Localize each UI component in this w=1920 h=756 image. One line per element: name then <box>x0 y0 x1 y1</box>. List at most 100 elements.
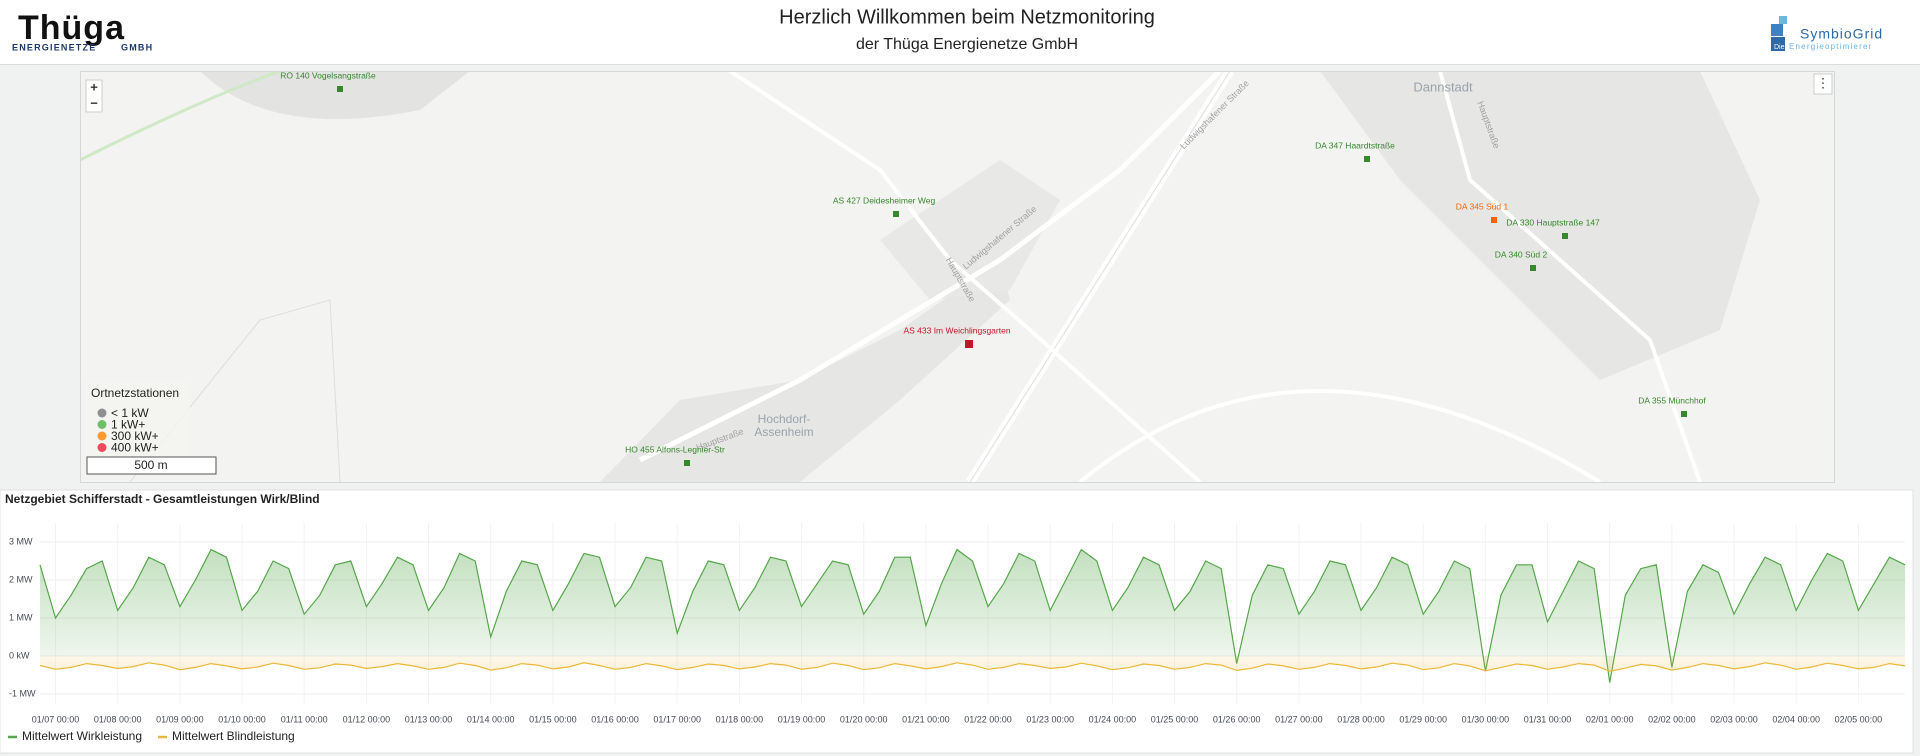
page-subtitle: der Thüga Energienetze GmbH <box>856 36 1078 53</box>
logo-left: Thüga <box>18 9 125 47</box>
place-label: Dannstadt <box>1413 79 1473 94</box>
x-tick-label: 01/13 00:00 <box>405 714 453 724</box>
x-tick-label: 01/27 00:00 <box>1275 714 1323 724</box>
zoom-control <box>85 79 103 113</box>
x-tick-label: 01/19 00:00 <box>778 714 826 724</box>
x-tick-label: 01/14 00:00 <box>467 714 515 724</box>
station-label: RÖ 140 Vogelsangstraße <box>280 70 376 80</box>
place-label: Assenheim <box>754 425 813 439</box>
map[interactable]: Ludwigshafener Straße Ludwigshafener Str… <box>80 70 1834 482</box>
legend-swatch <box>97 408 107 418</box>
x-tick-label: 01/17 00:00 <box>653 714 701 724</box>
town-area <box>880 160 1060 300</box>
x-tick-label: 01/23 00:00 <box>1026 714 1074 724</box>
x-tick-label: 01/11 00:00 <box>281 714 328 724</box>
x-tick-label: 01/29 00:00 <box>1399 714 1447 724</box>
field-border <box>129 299 341 482</box>
x-tick-label: 01/22 00:00 <box>964 714 1012 724</box>
x-tick-label: 01/21 00:00 <box>902 714 950 724</box>
map-border <box>80 71 1835 483</box>
x-tick-label: 01/12 00:00 <box>343 714 391 724</box>
map-menu-box <box>1813 73 1833 95</box>
station-label: DA 340 Süd 2 <box>1495 249 1548 259</box>
town-area <box>1320 71 1760 380</box>
x-tick-label: 01/31 00:00 <box>1524 714 1572 724</box>
stations: RÖ 140 Vogelsangstraße AS 427 Deidesheime… <box>280 70 1706 466</box>
logo-right-sub: Die <box>1774 44 1785 51</box>
x-tick-label: 01/07 00:00 <box>32 714 80 724</box>
road <box>728 71 1202 482</box>
legend-label: 400 kW+ <box>111 441 159 455</box>
legend-swatch <box>97 431 107 441</box>
y-tick-label: 2 MW <box>9 574 33 584</box>
station-label: DA 347 Haardtstraße <box>1315 140 1395 150</box>
x-tick-label: 01/28 00:00 <box>1337 714 1385 724</box>
river <box>80 71 281 162</box>
legend-swatch <box>97 420 107 429</box>
station-marker <box>1530 265 1536 271</box>
station-marker <box>1491 217 1497 223</box>
legend-label: < 1 kW <box>111 406 149 420</box>
series-line <box>39 548 1906 683</box>
chart: -1 MW 0 kW 1 MW 2 MW 3 MW 01/07 00:00 01/08 00… <box>8 523 1906 743</box>
station-marker <box>337 86 343 92</box>
logo-right-sub: Energieoptimierer <box>1789 42 1873 51</box>
road <box>1078 389 1602 482</box>
zoom-in[interactable]: + <box>90 79 98 94</box>
station-label: AS 427 Deidesheimer Weg <box>833 195 936 205</box>
map-legend-title: Ortnetzstationen <box>91 386 179 400</box>
legend-swatch <box>97 443 107 452</box>
scale-bar <box>86 456 217 475</box>
x-tick-label: 02/02 00:00 <box>1648 714 1696 724</box>
station-marker <box>893 211 899 217</box>
map-menu[interactable]: ⋮ <box>1817 75 1830 90</box>
y-tick-label: 3 MW <box>9 536 33 546</box>
station-label: AS 433 Im Weichlingsgarten <box>903 325 1010 335</box>
zoom-out[interactable]: − <box>90 95 98 110</box>
x-tick-label: 01/26 00:00 <box>1213 714 1261 724</box>
x-tick-label: 01/16 00:00 <box>591 714 639 724</box>
x-tick-label: 01/15 00:00 <box>529 714 577 724</box>
station-label: DA 345 Süd 1 <box>1456 201 1509 211</box>
station-label: DA 330 Hauptstraße 147 <box>1506 217 1600 227</box>
map-legend-items: < 1 kW1 kW+300 kW+400 kW+ <box>97 406 159 455</box>
x-tick-label: 02/03 00:00 <box>1710 714 1758 724</box>
x-tick-label: 02/04 00:00 <box>1772 714 1820 724</box>
y-tick-label: 1 MW <box>9 612 33 622</box>
header <box>0 0 1920 64</box>
x-tick-label: 01/08 00:00 <box>94 714 142 724</box>
x-tick-label: 01/20 00:00 <box>840 714 888 724</box>
chart-title: Netzgebiet Schifferstadt - Gesamtleistun… <box>5 492 320 506</box>
x-tick-label: 01/10 00:00 <box>218 714 266 724</box>
series-line <box>39 662 1906 672</box>
legend-label: Mittelwert Wirkleistung <box>22 729 142 743</box>
legend-label: Mittelwert Blindleistung <box>172 729 295 743</box>
logo-right-icon <box>1771 37 1785 51</box>
x-tick-label: 01/24 00:00 <box>1089 714 1137 724</box>
x-tick-label: 01/30 00:00 <box>1462 714 1510 724</box>
station-marker <box>684 460 690 466</box>
logo-right-icon <box>1779 16 1787 24</box>
road <box>638 71 1222 463</box>
legend-label: 300 kW+ <box>111 429 159 443</box>
series-area <box>40 549 1905 683</box>
x-tick-label: 01/25 00:00 <box>1151 714 1199 724</box>
x-tick-label: 02/05 00:00 <box>1835 714 1883 724</box>
scale-label: 500 m <box>134 458 167 472</box>
station-marker <box>1562 233 1568 239</box>
road <box>1438 71 1702 482</box>
x-tick-label: 01/18 00:00 <box>716 714 764 724</box>
logo-right: SymbioGrid <box>1800 26 1883 42</box>
logo-left-sub: GMBH <box>121 42 153 52</box>
x-tick-label: 01/09 00:00 <box>156 714 204 724</box>
road <box>969 71 1231 482</box>
station-marker <box>1681 411 1687 417</box>
station-marker <box>1364 156 1370 162</box>
x-tick-label: 02/01 00:00 <box>1586 714 1634 724</box>
place-label: Hochdorf- <box>758 412 811 426</box>
town-area <box>200 71 470 120</box>
y-tick-label: 0 kW <box>9 650 30 660</box>
station-marker <box>965 340 973 348</box>
